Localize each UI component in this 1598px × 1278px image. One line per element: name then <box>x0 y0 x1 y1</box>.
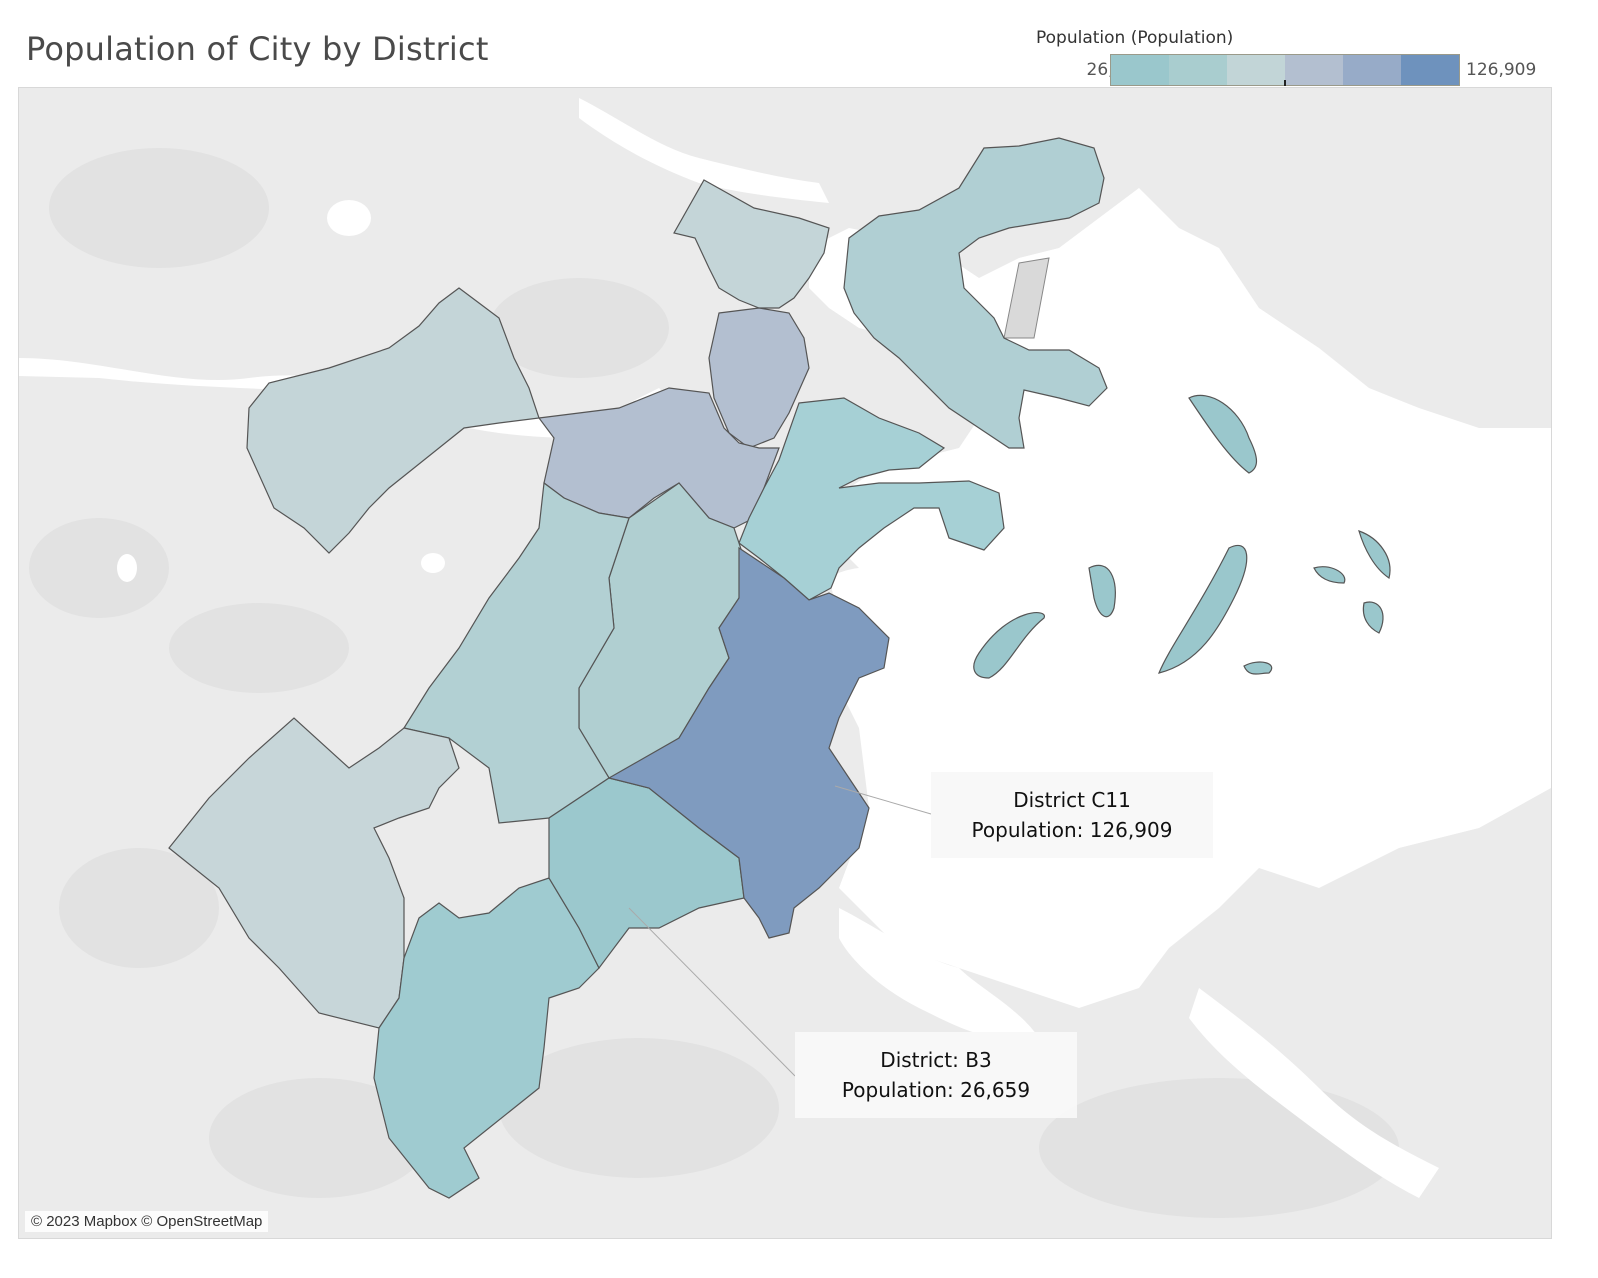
district-E5[interactable] <box>168 717 460 1029</box>
map-attribution[interactable]: © 2023 Mapbox © OpenStreetMap <box>25 1211 269 1232</box>
districts-layer[interactable] <box>168 137 1391 1199</box>
district-A15[interactable] <box>673 179 830 309</box>
legend-color-ramp <box>1110 54 1460 86</box>
harbor-island[interactable] <box>1188 394 1258 474</box>
legend-swatch-2 <box>1169 55 1227 85</box>
page-title: Population of City by District <box>26 30 489 68</box>
district-E13[interactable] <box>403 481 630 824</box>
legend-swatch-3 <box>1227 55 1285 85</box>
district-C11[interactable] <box>607 546 890 939</box>
legend-marker <box>1284 80 1286 86</box>
legend-swatch-4 <box>1285 55 1343 85</box>
legend-max-label: 126,909 <box>1466 60 1537 80</box>
district-A1[interactable] <box>708 307 810 449</box>
tooltip-c11-line2: Population: 126,909 <box>971 818 1173 842</box>
tooltip-district-c11: District C11 Population: 126,909 <box>931 772 1213 858</box>
tooltip-b3-line1: District: B3 <box>880 1048 992 1072</box>
harbor-island[interactable] <box>1243 661 1273 675</box>
legend-swatch-5 <box>1343 55 1401 85</box>
legend-swatch-6 <box>1401 55 1459 85</box>
district-A7[interactable] <box>843 137 1108 449</box>
harbor-island[interactable] <box>1088 564 1116 618</box>
district-C6[interactable] <box>738 397 1005 601</box>
airport-runway <box>1003 257 1050 339</box>
district-E18[interactable] <box>373 877 600 1199</box>
legend-title: Population (Population) <box>1036 28 1234 48</box>
harbor-island[interactable] <box>973 612 1045 679</box>
tooltip-leader-c11 <box>834 785 932 815</box>
color-legend: Population (Population) 26,659 126,909 <box>1036 28 1576 90</box>
harbor-island[interactable] <box>1358 530 1391 579</box>
tooltip-c11-line1: District C11 <box>1013 788 1131 812</box>
legend-swatch-1 <box>1111 55 1169 85</box>
district-map[interactable] <box>19 88 1551 1238</box>
harbor-island[interactable] <box>1362 601 1384 634</box>
tooltip-district-b3: District: B3 Population: 26,659 <box>795 1032 1077 1118</box>
harbor-island[interactable] <box>1313 566 1346 584</box>
tooltip-b3-line2: Population: 26,659 <box>841 1078 1031 1102</box>
map-view[interactable]: District C11 Population: 126,909 Distric… <box>18 87 1552 1239</box>
district-D14[interactable] <box>246 287 540 554</box>
harbor-island[interactable] <box>1158 544 1248 674</box>
tooltip-leader-b3 <box>628 907 796 1077</box>
